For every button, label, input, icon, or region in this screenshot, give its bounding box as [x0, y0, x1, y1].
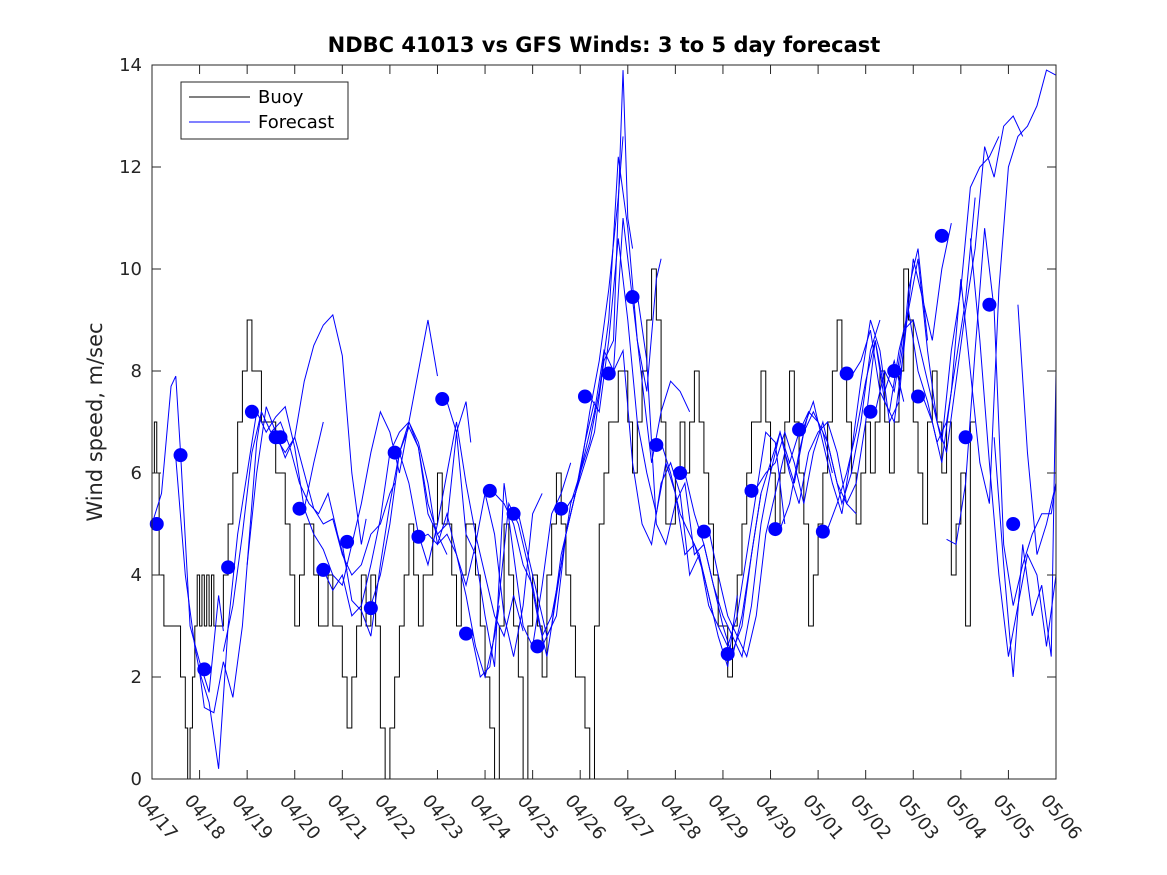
- forecast-marker: [887, 364, 902, 378]
- legend: Buoy Forecast: [180, 81, 349, 140]
- buoy-series: [152, 268, 976, 779]
- y-tick-label: 12: [119, 157, 142, 178]
- forecast-line-32: [922, 69, 1056, 504]
- forecast-marker: [459, 626, 474, 641]
- forecast-marker: [768, 522, 783, 537]
- forecast-line-6: [303, 319, 438, 587]
- y-tick-label: 8: [131, 361, 142, 382]
- forecast-marker: [244, 404, 259, 419]
- forecast-line-17: [565, 217, 691, 509]
- forecast-line-29: [850, 197, 976, 444]
- y-tick-label: 10: [119, 259, 142, 280]
- forecast-line-20: [636, 294, 762, 659]
- forecast-marker: [792, 422, 807, 437]
- forecast-line-33: [946, 228, 1056, 606]
- forecast-marker: [173, 448, 188, 463]
- forecast-line-21: [660, 431, 786, 648]
- forecast-marker: [577, 389, 592, 404]
- y-tick-label: 14: [119, 55, 142, 76]
- forecast-marker: [673, 466, 688, 480]
- forecast-marker: [221, 560, 236, 575]
- forecast-marker: [696, 524, 711, 539]
- y-tick-label: 6: [131, 463, 142, 484]
- forecast-marker: [601, 366, 616, 381]
- forecast-marker: [958, 430, 973, 445]
- forecast-line-24: [731, 421, 857, 652]
- forecast-line-15: [517, 70, 634, 638]
- forecast-marker: [649, 437, 664, 452]
- y-tick-label: 2: [131, 667, 142, 688]
- y-tick-label: 4: [131, 565, 142, 586]
- forecast-line-25: [755, 319, 881, 506]
- forecast-line-14: [494, 136, 624, 638]
- forecast-line-31: [898, 115, 1024, 453]
- forecast-line-7: [322, 421, 448, 617]
- y-tick-label: 0: [131, 769, 142, 790]
- forecast-line-35: [993, 370, 1056, 678]
- forecast-marker: [530, 639, 545, 654]
- forecast-line-0: [152, 375, 224, 693]
- forecast-marker: [554, 501, 569, 516]
- forecast-marker: [387, 445, 402, 460]
- legend-box: [180, 81, 349, 140]
- forecast-marker: [482, 483, 497, 498]
- forecast-line-26: [779, 340, 905, 530]
- forecast-line-36: [1017, 304, 1056, 555]
- forecast-marker: [815, 524, 830, 539]
- forecast-markers: [149, 228, 1021, 677]
- y-axis: 0 2 4 6 8 10 12 14: [119, 55, 1056, 790]
- legend-buoy-label: Buoy: [258, 87, 304, 108]
- forecast-marker: [316, 562, 331, 577]
- forecast-marker: [149, 517, 164, 531]
- forecast-line-16: [541, 156, 662, 647]
- y-axis-label: Wind speed, m/sec: [83, 322, 107, 521]
- forecast-line-34: [969, 238, 1056, 657]
- plot-frame: [151, 64, 1057, 780]
- forecast-marker: [506, 506, 521, 521]
- chart-title: NDBC 41013 vs GFS Winds: 3 to 5 day fore…: [328, 33, 881, 57]
- forecast-marker: [363, 601, 378, 616]
- forecast-marker: [411, 529, 426, 544]
- forecast-marker: [273, 430, 288, 445]
- forecast-line-22: [684, 411, 810, 659]
- legend-forecast-label: Forecast: [258, 112, 334, 133]
- forecast-line-2: [199, 405, 324, 769]
- forecast-line-27: [803, 248, 929, 514]
- forecast-marker: [435, 392, 450, 407]
- forecast-line-1: [175, 411, 262, 714]
- forecast-marker: [839, 366, 854, 381]
- plot-area: [152, 65, 1056, 779]
- forecast-marker: [911, 389, 926, 404]
- forecast-marker: [982, 297, 997, 312]
- forecast-marker: [744, 483, 759, 498]
- buoy-line: [152, 268, 976, 779]
- forecast-series: [152, 69, 1056, 769]
- forecast-marker: [934, 228, 949, 243]
- forecast-marker: [1006, 517, 1021, 531]
- forecast-marker: [340, 534, 355, 549]
- forecast-marker: [863, 404, 878, 419]
- forecast-marker: [197, 662, 212, 677]
- forecast-line-4: [246, 313, 367, 565]
- forecast-marker: [625, 290, 640, 305]
- forecast-line-8: [341, 401, 472, 637]
- forecast-marker: [720, 647, 735, 662]
- forecast-marker: [292, 501, 307, 516]
